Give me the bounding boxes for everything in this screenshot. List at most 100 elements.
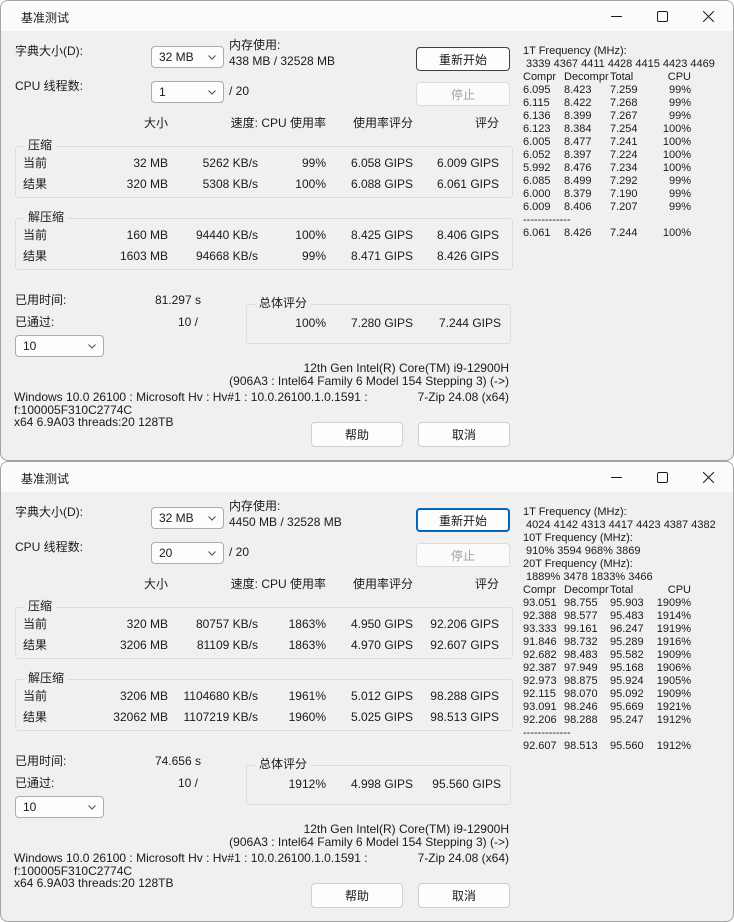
total-rating-row: 100% 7.280 GIPS 7.244 GIPS [295, 316, 501, 330]
cancel-button[interactable]: 取消 [418, 883, 510, 908]
stats-row: 92.387 97.949 95.168 1906% [523, 662, 691, 674]
frequency-line: 4024 4142 4313 4417 4423 4387 4382 [523, 519, 716, 531]
stats-row: 92.206 98.288 95.247 1912% [523, 714, 691, 726]
stop-button[interactable]: 停止 [416, 543, 510, 567]
arch-info-line: x64 6.9A03 threads:20 128TB [14, 415, 174, 429]
stats-row: 92.682 98.483 95.582 1909% [523, 649, 691, 661]
compression-rows: 当前 320 MB 80757 KB/s 1863% 4.950 GIPS 92… [23, 613, 499, 655]
stats-row: 6.000 8.379 7.190 99% [523, 188, 691, 200]
memory-usage-label: 内存使用: [229, 38, 281, 52]
dictionary-size-select[interactable]: 32 MB [151, 46, 224, 68]
minimize-icon [610, 15, 622, 17]
help-button[interactable]: 帮助 [311, 883, 403, 908]
cpu-threads-label: CPU 线程数: [15, 79, 84, 93]
stats-row: 93.091 98.246 95.669 1921% [523, 701, 691, 713]
passes-label: 已通过: [15, 776, 55, 790]
os-info-line: Windows 10.0 26100 : Microsoft Hv : Hv#1… [14, 851, 368, 865]
titlebar: 基准测试 [1, 1, 733, 31]
minimize-button[interactable] [593, 462, 639, 492]
minimize-button[interactable] [593, 1, 639, 31]
passes-value: 10 / [177, 776, 198, 790]
decompression-groupbox: 解压缩 [15, 671, 513, 731]
stats-row: 6.123 8.384 7.254 100% [523, 123, 691, 135]
frequency-line: 1T Frequency (MHz): [523, 506, 627, 518]
stats-separator: ------------- [523, 727, 571, 739]
maximize-icon [656, 10, 668, 22]
dictionary-size-label: 字典大小(D): [15, 44, 83, 58]
cancel-button[interactable]: 取消 [418, 422, 510, 447]
app-version: 7-Zip 24.08 (x64) [417, 851, 509, 865]
stats-row: 92.973 98.875 95.924 1905% [523, 675, 691, 687]
passes-count-select[interactable]: 10 [15, 335, 104, 357]
stats-row: 91.846 98.732 95.289 1916% [523, 636, 691, 648]
total-rating-row: 1912% 4.998 GIPS 95.560 GIPS [288, 777, 501, 791]
cpu-id-line: f:100005F310C2774C [14, 403, 133, 417]
compression-groupbox: 压缩 [15, 138, 513, 198]
close-button[interactable] [685, 462, 731, 492]
stats-row: 6.009 8.406 7.207 99% [523, 201, 691, 213]
maximize-button[interactable] [639, 462, 685, 492]
passes-value: 10 / [177, 315, 198, 329]
cpu-family-line: (906A3 : Intel64 Family 6 Model 154 Step… [229, 374, 509, 388]
cpu-threads-label: CPU 线程数: [15, 540, 84, 554]
chevron-down-icon [88, 343, 96, 349]
passes-count-select[interactable]: 10 [15, 796, 104, 818]
cpu-threads-select[interactable]: 20 [151, 542, 224, 564]
decompression-groupbox: 解压缩 [15, 210, 513, 270]
dictionary-size-select[interactable]: 32 MB [151, 507, 224, 529]
close-icon [702, 10, 714, 22]
maximize-icon [656, 471, 668, 483]
stats-row: 92.115 98.070 95.092 1909% [523, 688, 691, 700]
table-row: 当前 3206 MB 1104680 KB/s 1961% 5.012 GIPS… [23, 688, 499, 704]
cpu-threads-select[interactable]: 1 [151, 81, 224, 103]
compression-groupbox: 压缩 [15, 599, 513, 659]
help-button[interactable]: 帮助 [311, 422, 403, 447]
cpu-model-line: 12th Gen Intel(R) Core(TM) i9-12900H [303, 822, 509, 836]
stats-total-row: 6.061 8.426 7.244 100% [523, 227, 691, 239]
restart-button[interactable]: 重新开始 [416, 508, 510, 532]
cpu-family-line: (906A3 : Intel64 Family 6 Model 154 Step… [229, 835, 509, 849]
table-row: 当前 160 MB 94440 KB/s 100% 8.425 GIPS 8.4… [23, 227, 499, 243]
elapsed-time-label: 已用时间: [15, 754, 67, 768]
chevron-down-icon [208, 54, 216, 60]
benchmark-window: 基准测试 字典大小(D): 32 MB 内存使用: 438 MB / 32528… [0, 0, 734, 461]
frequency-line: 910% 3594 968% 3869 [523, 545, 641, 557]
frequency-line: 10T Frequency (MHz): [523, 532, 633, 544]
frequency-stats-panel: 1T Frequency (MHz): 3339 4367 4411 4428 … [523, 45, 729, 240]
table-row: 结果 3206 MB 81109 KB/s 1863% 4.970 GIPS 9… [23, 637, 499, 653]
stats-row: 6.115 8.422 7.268 99% [523, 97, 691, 109]
table-row: 结果 320 MB 5308 KB/s 100% 6.088 GIPS 6.06… [23, 176, 499, 192]
passes-label: 已通过: [15, 315, 55, 329]
chevron-down-icon [208, 550, 216, 556]
maximize-button[interactable] [639, 1, 685, 31]
app-version: 7-Zip 24.08 (x64) [417, 390, 509, 404]
total-rating-groupbox: 总体评分 [246, 296, 511, 344]
stats-row: 6.052 8.397 7.224 100% [523, 149, 691, 161]
frequency-line: 1T Frequency (MHz): [523, 45, 627, 57]
table-header: 大小 速度: CPU 使用率 使用率评分 评分 [143, 116, 499, 130]
memory-usage-value: 4450 MB / 32528 MB [229, 515, 342, 529]
stats-row: 93.051 98.755 95.903 1909% [523, 597, 691, 609]
frequency-line: 20T Frequency (MHz): [523, 558, 633, 570]
stats-total-row: 92.607 98.513 95.560 1912% [523, 740, 691, 752]
stats-separator: ------------- [523, 214, 571, 226]
minimize-icon [610, 476, 622, 478]
close-icon [702, 471, 714, 483]
cpu-id-line: f:100005F310C2774C [14, 864, 133, 878]
stats-rows: 93.051 98.755 95.903 1909% 92.388 98.577… [523, 597, 729, 727]
threads-total-value: / 20 [229, 84, 250, 98]
chevron-down-icon [208, 515, 216, 521]
window-title: 基准测试 [21, 11, 70, 25]
table-row: 结果 1603 MB 94668 KB/s 99% 8.471 GIPS 8.4… [23, 248, 499, 264]
dictionary-size-label: 字典大小(D): [15, 505, 83, 519]
close-button[interactable] [685, 1, 731, 31]
memory-usage-label: 内存使用: [229, 499, 281, 513]
table-header: 大小 速度: CPU 使用率 使用率评分 评分 [143, 577, 499, 591]
stop-button[interactable]: 停止 [416, 82, 510, 106]
arch-info-line: x64 6.9A03 threads:20 128TB [14, 876, 174, 890]
restart-button[interactable]: 重新开始 [416, 47, 510, 71]
chevron-down-icon [208, 89, 216, 95]
stats-row: 6.136 8.399 7.267 99% [523, 110, 691, 122]
cpu-model-line: 12th Gen Intel(R) Core(TM) i9-12900H [303, 361, 509, 375]
elapsed-time-value: 81.297 s [154, 293, 201, 307]
